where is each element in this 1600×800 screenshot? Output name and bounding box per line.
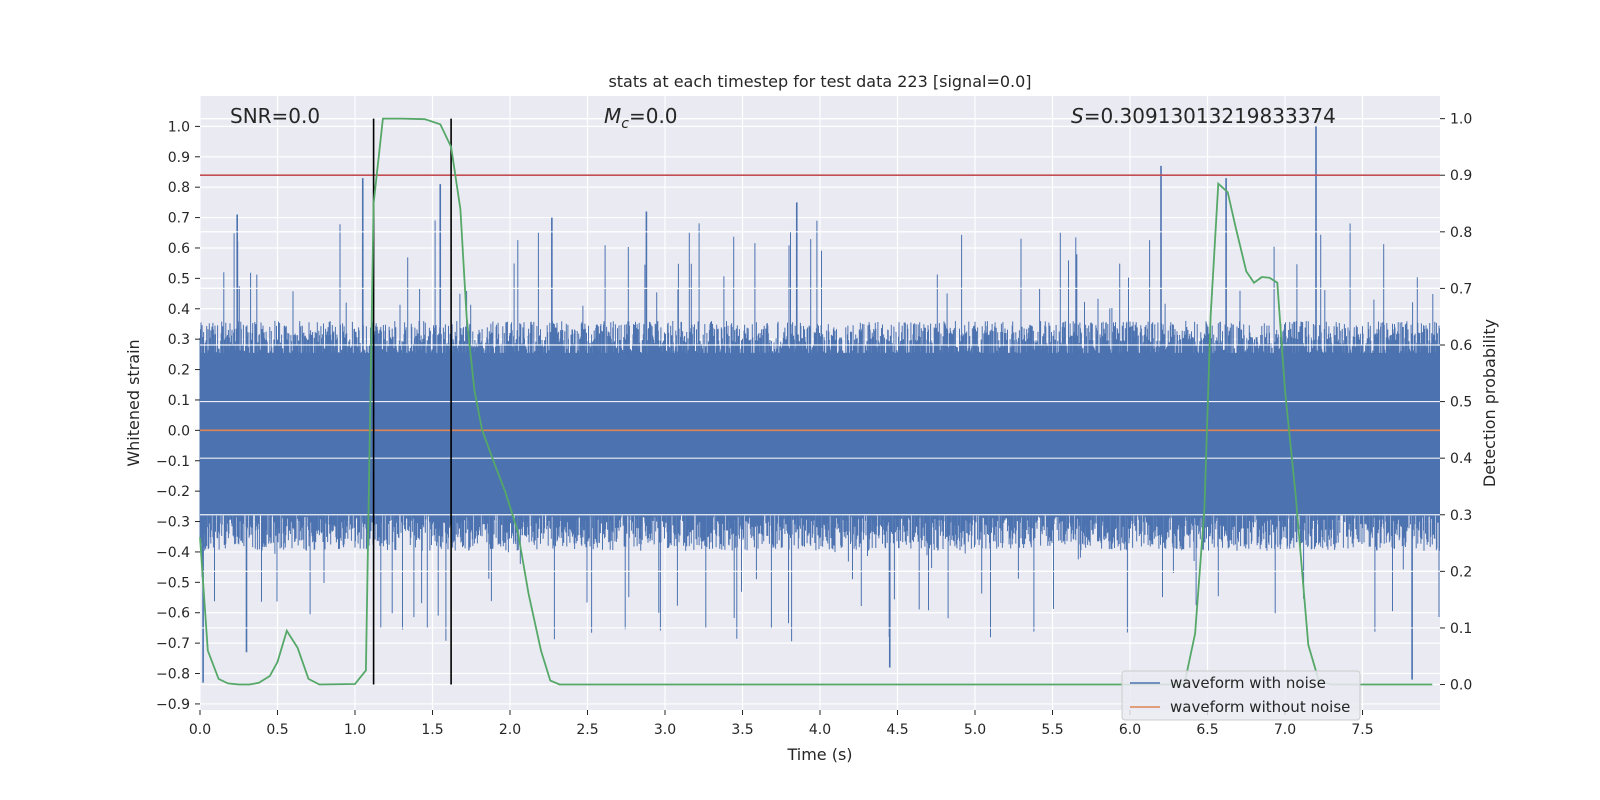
- left-tick-label: −0.9: [156, 697, 190, 713]
- legend-label-noisy: waveform with noise: [1170, 674, 1326, 692]
- x-tick-label: 3.0: [654, 722, 676, 738]
- left-axis-label: Whitened strain: [124, 339, 143, 466]
- chirp-mass-value: =0.0: [629, 104, 678, 128]
- legend-label-clean: waveform without noise: [1170, 698, 1350, 716]
- left-tick-label: 0.7: [168, 211, 190, 227]
- snr-annotation: SNR=0.0: [230, 104, 320, 128]
- left-tick-label: −0.3: [156, 515, 190, 531]
- legend-box: [1121, 670, 1361, 721]
- right-axis-ticks: 0.0 0.1 0.2 0.3 0.4 0.5 0.6 0.7 0.8 0.9 1.0: [1440, 112, 1472, 694]
- left-tick-label: −0.7: [156, 636, 190, 652]
- x-tick-label: 2.0: [499, 722, 521, 738]
- x-axis-label: Time (s): [786, 745, 852, 764]
- right-tick-label: 0.9: [1450, 168, 1472, 184]
- right-tick-label: 0.8: [1450, 225, 1472, 241]
- right-tick-label: 0.5: [1450, 395, 1472, 411]
- chirp-mass-annotation: Mc=0.0: [604, 104, 678, 132]
- right-tick-label: 0.7: [1450, 281, 1472, 297]
- right-tick-label: 0.3: [1450, 508, 1472, 524]
- right-tick-label: 0.2: [1450, 564, 1472, 580]
- left-axis-ticks: −0.9 −0.8 −0.7 −0.6 −0.5 −0.4 −0.3 −0.2 −0.1 0.0 0…: [156, 119, 200, 713]
- left-tick-label: −0.2: [156, 484, 190, 500]
- left-tick-label: −0.5: [156, 575, 190, 591]
- x-tick-label: 2.5: [576, 722, 598, 738]
- left-tick-label: 0.9: [168, 150, 190, 166]
- chart-title: stats at each timestep for test data 223…: [608, 72, 1031, 91]
- legend: waveform with noise waveform without noi…: [1121, 670, 1361, 721]
- left-tick-label: 0.2: [168, 363, 190, 379]
- right-tick-label: 0.4: [1450, 451, 1472, 467]
- x-tick-label: 7.0: [1274, 722, 1296, 738]
- x-tick-label: 1.0: [344, 722, 366, 738]
- left-tick-label: −0.8: [156, 667, 190, 683]
- x-tick-label: 6.0: [1119, 722, 1141, 738]
- chirp-mass-subscript: c: [621, 116, 629, 132]
- left-tick-label: 0.8: [168, 180, 190, 196]
- right-tick-label: 1.0: [1450, 112, 1472, 128]
- x-tick-label: 4.5: [886, 722, 908, 738]
- left-tick-label: 0.4: [168, 302, 190, 318]
- statistic-annotation: S=0.30913013219833374: [1071, 104, 1336, 128]
- right-tick-label: 0.1: [1450, 621, 1472, 637]
- chirp-mass-symbol: M: [604, 104, 621, 128]
- left-tick-label: 1.0: [168, 119, 190, 135]
- left-tick-label: 0.0: [168, 423, 190, 439]
- left-tick-label: −0.1: [156, 454, 190, 470]
- waveform-with-noise-line: [199, 220, 1440, 642]
- x-tick-label: 5.0: [964, 722, 986, 738]
- right-axis-label: Detection probability: [1480, 319, 1499, 487]
- left-tick-label: 0.6: [168, 241, 190, 257]
- overlay-layer: [199, 117, 1440, 686]
- x-tick-label: 3.5: [731, 722, 753, 738]
- right-tick-label: 0.0: [1450, 678, 1472, 694]
- x-tick-label: 5.5: [1041, 722, 1063, 738]
- left-tick-label: 0.5: [168, 271, 190, 287]
- waveform-with-noise-layer: [199, 118, 1440, 686]
- left-tick-label: −0.6: [156, 606, 190, 622]
- x-tick-label: 4.0: [809, 722, 831, 738]
- x-tick-label: 7.5: [1351, 722, 1373, 738]
- left-tick-label: 0.1: [168, 393, 190, 409]
- left-tick-label: 0.3: [168, 332, 190, 348]
- x-tick-label: 0.0: [189, 722, 211, 738]
- x-tick-label: 0.5: [266, 722, 288, 738]
- statistic-value: =0.30913013219833374: [1084, 104, 1336, 128]
- statistic-symbol: S: [1071, 104, 1084, 128]
- right-tick-label: 0.6: [1450, 338, 1472, 354]
- detection-probability-line: [199, 117, 1433, 686]
- x-tick-label: 6.5: [1196, 722, 1218, 738]
- x-tick-label: 1.5: [421, 722, 443, 738]
- left-tick-label: −0.4: [156, 545, 190, 561]
